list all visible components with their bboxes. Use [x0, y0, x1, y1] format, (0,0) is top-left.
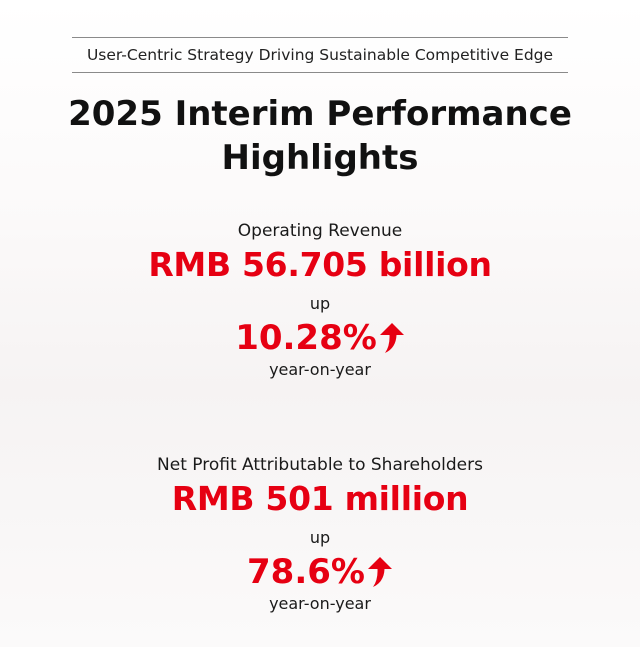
- metric-change-row: 10.28%: [0, 316, 640, 360]
- metric-direction: up: [309, 294, 331, 313]
- metric-direction: up: [309, 528, 331, 547]
- metric-change-percent: 78.6%: [247, 552, 365, 592]
- metric-net-profit: Net Profit Attributable to Shareholders …: [0, 454, 640, 614]
- page-title-line-1: 2025 Interim Performance: [68, 94, 572, 134]
- metric-value: RMB 501 million: [171, 479, 469, 518]
- arrow-up-icon: [367, 557, 392, 587]
- metric-change-row: 78.6%: [0, 550, 640, 594]
- metric-period: year-on-year: [269, 360, 371, 379]
- arrow-up-icon: [379, 323, 404, 353]
- page-title: 2025 Interim Performance Highlights: [0, 92, 640, 180]
- tagline-bar: User-Centric Strategy Driving Sustainabl…: [72, 37, 568, 73]
- metric-label: Net Profit Attributable to Shareholders: [157, 455, 483, 475]
- metric-value: RMB 56.705 billion: [148, 245, 492, 284]
- metric-change-percent: 10.28%: [235, 318, 377, 358]
- metric-label: Operating Revenue: [237, 221, 403, 241]
- page-title-line-2: Highlights: [221, 138, 419, 178]
- tagline: User-Centric Strategy Driving Sustainabl…: [86, 46, 554, 64]
- metric-operating-revenue: Operating Revenue RMB 56.705 billion up …: [0, 220, 640, 380]
- metric-period: year-on-year: [269, 594, 371, 613]
